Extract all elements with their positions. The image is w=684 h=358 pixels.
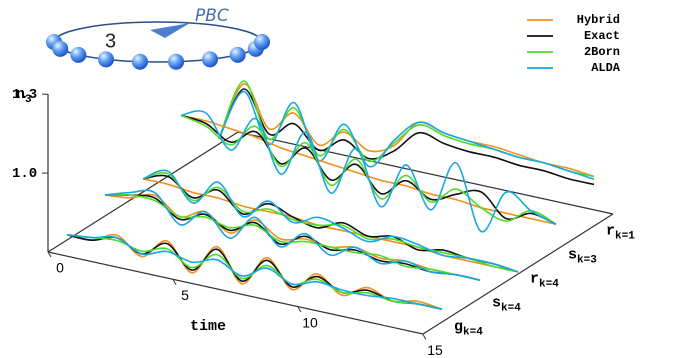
series-line xyxy=(180,110,557,233)
legend-label: Hybrid xyxy=(577,13,620,27)
y-label-subscript: 3 xyxy=(25,94,32,106)
x-axis-label: time xyxy=(190,318,226,335)
series-line xyxy=(142,172,519,273)
series-line xyxy=(104,193,481,281)
floor-edge xyxy=(237,131,614,215)
row-label-symbol: r xyxy=(606,222,615,239)
row-label-subscript: k=1 xyxy=(615,230,635,242)
row-label-symbol: r xyxy=(530,270,539,287)
y-axis-label: n3 xyxy=(16,86,32,106)
floor-edge xyxy=(47,131,239,253)
x-tick xyxy=(172,279,177,285)
series-line xyxy=(218,88,595,186)
row-label-symbol: s xyxy=(492,294,501,311)
y-tick-label: 1.3 xyxy=(12,87,37,103)
x-axis xyxy=(47,251,424,335)
depth-axis xyxy=(422,213,614,335)
x-tick-label: 0 xyxy=(56,260,64,276)
legend-label: 2Born xyxy=(584,45,620,59)
row-label-symbol: s xyxy=(568,246,577,263)
site-label: 3 xyxy=(105,30,116,52)
legend: Hybrid Exact 2Born ALDA xyxy=(527,13,621,75)
site-ball xyxy=(202,51,218,68)
row-label: rk=4 xyxy=(530,270,559,290)
arrow-head xyxy=(150,23,190,38)
series-line xyxy=(142,178,519,273)
site-ball xyxy=(70,46,87,63)
series-line xyxy=(66,233,443,311)
x-tick-label: 5 xyxy=(181,287,189,303)
row-label-symbol: g xyxy=(454,318,463,335)
x-tick xyxy=(422,334,427,340)
row-label-subscript: k=4 xyxy=(539,278,559,290)
x-tick-label: 15 xyxy=(427,342,443,358)
row-label: gk=4 xyxy=(454,318,483,338)
row-label: rk=1 xyxy=(606,222,635,242)
row-label: sk=4 xyxy=(492,294,521,314)
row-label-subscript: k=3 xyxy=(577,254,597,266)
site-ball xyxy=(52,40,69,57)
sites xyxy=(46,34,270,70)
pbc-label: PBC xyxy=(195,6,229,26)
row-label-subscript: k=4 xyxy=(501,302,521,314)
site-ball xyxy=(229,46,246,63)
legend-label: ALDA xyxy=(591,61,621,75)
x-tick xyxy=(297,306,302,313)
site-ball xyxy=(254,34,270,50)
y-label-symbol: n xyxy=(16,86,25,103)
site-ball xyxy=(98,51,114,68)
legend-label: Exact xyxy=(584,29,620,43)
x-tick-label: 10 xyxy=(302,315,318,331)
row-label: sk=3 xyxy=(568,246,597,266)
series-line xyxy=(218,90,595,180)
series-line xyxy=(218,83,595,178)
site-ball xyxy=(168,53,185,70)
site-ball xyxy=(131,53,148,70)
series-line xyxy=(142,169,519,273)
y-tick-label: 1.0 xyxy=(12,166,37,182)
x-tick xyxy=(47,251,52,258)
inset: PBC 3 xyxy=(46,6,270,70)
series-line xyxy=(104,189,481,281)
row-label-subscript: k=4 xyxy=(463,326,483,338)
